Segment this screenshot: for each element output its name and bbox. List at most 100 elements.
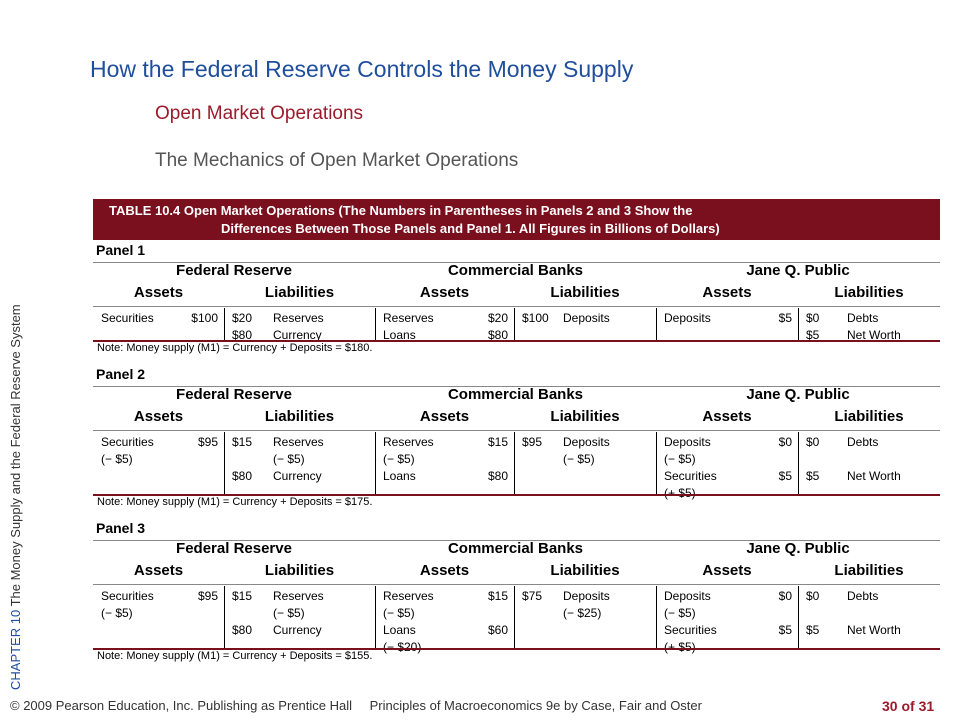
cell-value: Debts <box>847 311 879 325</box>
cell-value: Net Worth <box>847 328 901 342</box>
cell-label: (+ $5) <box>664 640 696 654</box>
cell-value: $95 <box>197 435 218 449</box>
cell-label: $80 <box>232 328 253 342</box>
column-header: Liabilities <box>550 562 620 579</box>
page-number: 30 of 31 <box>882 698 935 714</box>
cell-value: Reserves <box>273 435 324 449</box>
cell-value: $0 <box>778 435 792 449</box>
column-separator <box>514 432 515 494</box>
header-rule <box>93 306 940 307</box>
panel-title: Panel 2 <box>96 366 146 382</box>
cell-value: Net Worth <box>847 623 901 637</box>
column-separator <box>375 432 376 494</box>
chapter-sidebar: CHAPTER 10 The Money Supply and the Fede… <box>6 170 26 690</box>
column-header: Assets <box>419 408 470 425</box>
table-panel-1: Panel 1 Federal Reserve Commercial Banks Ja… <box>93 242 940 366</box>
column-header: Liabilities <box>834 284 904 301</box>
cell-value: Currency <box>273 328 322 342</box>
table-caption: TABLE 10.4 Open Market Operations (The N… <box>93 199 940 240</box>
cell-value: $95 <box>197 589 218 603</box>
group-header: Jane Q. Public <box>746 262 850 279</box>
cell-label: Securities <box>101 435 154 449</box>
cell-label: (− $20) <box>383 640 422 654</box>
cell-value: Reserves <box>273 589 324 603</box>
cell-label: (− $5) <box>101 606 133 620</box>
cell-value: $0 <box>778 589 792 603</box>
column-header: Liabilities <box>264 562 335 579</box>
column-header: Assets <box>702 562 752 579</box>
cell-label: $0 <box>806 589 820 603</box>
cell-label: $75 <box>522 589 543 603</box>
cell-value: Deposits <box>563 589 610 603</box>
column-header: Assets <box>133 562 184 579</box>
cell-label: $80 <box>232 469 253 483</box>
panel-top-rule <box>93 262 940 263</box>
cell-value: $5 <box>778 623 792 637</box>
column-header: Assets <box>419 562 470 579</box>
cell-label: Loans <box>383 469 416 483</box>
panel-bottom-rule <box>93 340 940 342</box>
cell-label: (− $5) <box>383 452 415 466</box>
column-header: Assets <box>702 284 752 301</box>
column-separator <box>656 586 657 648</box>
cell-value: Reserves <box>273 311 324 325</box>
panel-bottom-rule <box>93 648 940 650</box>
table-panel-2: Panel 2 Federal Reserve Commercial Banks Ja… <box>93 366 940 520</box>
cell-label: Deposits <box>664 311 711 325</box>
panel-bottom-rule <box>93 494 940 496</box>
panel-title: Panel 3 <box>96 520 146 536</box>
cell-value: Deposits <box>563 311 610 325</box>
group-header: Federal Reserve <box>176 262 292 279</box>
cell-label: (+ $5) <box>664 486 696 500</box>
cell-label: Reserves <box>383 589 434 603</box>
cell-label: $5 <box>806 469 820 483</box>
footer-copyright: © 2009 Pearson Education, Inc. Publishin… <box>10 698 352 713</box>
column-separator <box>656 308 657 340</box>
cell-label: Deposits <box>664 435 711 449</box>
table-panel-3: Panel 3 Federal Reserve Commercial Banks Ja… <box>93 520 940 674</box>
column-header: Liabilities <box>834 562 904 579</box>
cell-value: Deposits <box>563 435 610 449</box>
cell-value: $15 <box>487 589 508 603</box>
cell-value: (− $5) <box>273 452 305 466</box>
header-rule <box>93 584 940 585</box>
chapter-subject: The Money Supply and the Federal Reserve… <box>8 304 23 607</box>
cell-label: (− $5) <box>101 452 133 466</box>
column-header: Liabilities <box>264 284 335 301</box>
header-rule <box>93 430 940 431</box>
cell-value: (− $25) <box>563 606 602 620</box>
group-header: Jane Q. Public <box>746 540 850 557</box>
cell-label: Reserves <box>383 311 434 325</box>
cell-label: $0 <box>806 311 820 325</box>
column-header: Liabilities <box>550 408 620 425</box>
cell-label: $20 <box>232 311 253 325</box>
cell-label: Securities <box>664 469 717 483</box>
panel-title: Panel 1 <box>96 242 146 258</box>
column-header: Assets <box>133 408 184 425</box>
group-header: Jane Q. Public <box>746 386 850 403</box>
cell-value: $60 <box>487 623 508 637</box>
cell-value: Debts <box>847 589 879 603</box>
cell-value: Debts <box>847 435 879 449</box>
table-caption-line2: Differences Between Those Panels and Pan… <box>221 221 720 236</box>
cell-label: (− $5) <box>664 606 696 620</box>
column-separator <box>656 432 657 494</box>
group-header: Federal Reserve <box>176 540 292 557</box>
cell-label: $100 <box>522 311 549 325</box>
cell-value: Currency <box>273 623 322 637</box>
group-header: Commercial Banks <box>447 540 584 557</box>
column-header: Liabilities <box>264 408 335 425</box>
column-separator <box>514 308 515 340</box>
cell-value: $100 <box>191 311 218 325</box>
cell-value: $5 <box>778 311 792 325</box>
footer: © 2009 Pearson Education, Inc. Publishin… <box>10 698 702 713</box>
cell-value: $15 <box>487 435 508 449</box>
panel-top-rule <box>93 386 940 387</box>
footer-book: Principles of Macroeconomics 9e by Case,… <box>369 698 702 713</box>
cell-value: (− $5) <box>563 452 595 466</box>
cell-label: Securities <box>664 623 717 637</box>
cell-value: $20 <box>487 311 508 325</box>
cell-label: Loans <box>383 328 416 342</box>
slide-subheading: The Mechanics of Open Market Operations <box>155 150 519 171</box>
group-header: Commercial Banks <box>447 262 584 279</box>
